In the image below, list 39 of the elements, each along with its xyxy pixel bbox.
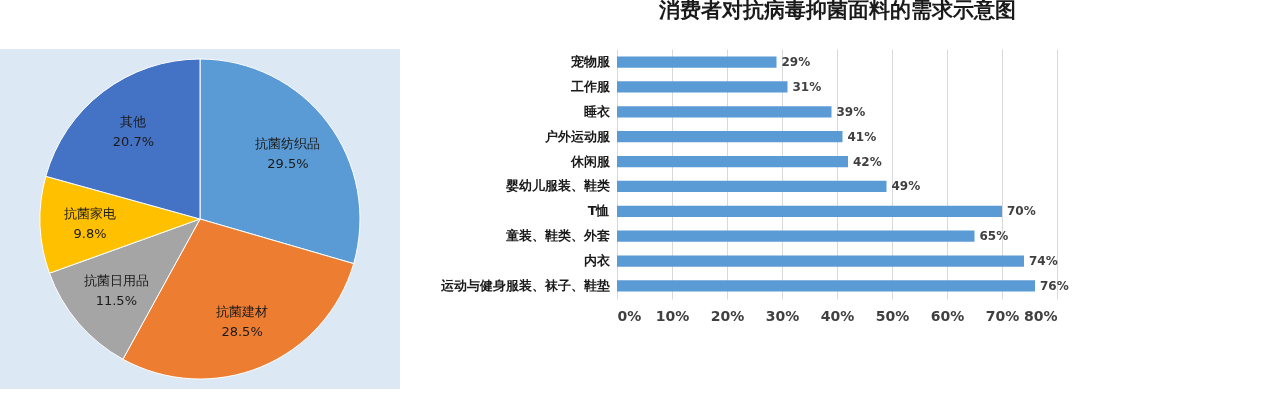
y-tick-label: 休闲服 xyxy=(569,153,611,169)
data-label: 29.5% xyxy=(267,155,309,171)
y-tick-label: T恤 xyxy=(587,203,610,219)
slice-label: 抗菌日用品 xyxy=(83,273,149,289)
slice-label: 抗菌建材 xyxy=(216,303,269,319)
data-label: 76% xyxy=(1040,278,1069,293)
data-label: 9.8% xyxy=(73,226,107,242)
y-tick-label: 工作服 xyxy=(569,78,611,94)
y-tick-label: 宠物服 xyxy=(569,54,611,70)
data-label: 41% xyxy=(847,129,877,144)
data-label: 49% xyxy=(891,179,921,194)
y-tick-label: 运动与健身服装、袜子、鞋垫 xyxy=(439,277,610,293)
x-tick-label: 0% xyxy=(617,307,642,324)
x-tick-label: 20% xyxy=(710,307,745,324)
slice-label: 抗菌家电 xyxy=(64,206,117,222)
data-label: 11.5% xyxy=(95,293,138,309)
data-label: 74% xyxy=(1029,254,1058,269)
x-tick-label: 50% xyxy=(875,307,910,324)
data-label: 20.7% xyxy=(112,134,155,150)
data-label: 70% xyxy=(1007,204,1036,219)
slice-label: 抗菌纺织品 xyxy=(255,135,321,151)
x-tick-label: 40% xyxy=(820,307,855,324)
x-tick-label: 60% xyxy=(930,307,965,324)
y-tick-label: 户外运动服 xyxy=(543,128,611,144)
data-label: 42% xyxy=(853,154,882,169)
x-tick-label: 30% xyxy=(765,307,800,324)
data-label: 29% xyxy=(781,55,811,70)
y-tick-label: 睡衣 xyxy=(583,103,611,119)
x-tick-label: 80% xyxy=(1023,307,1058,324)
y-tick-label: 内衣 xyxy=(583,253,611,269)
y-tick-label: 童装、鞋类、外套 xyxy=(504,228,610,244)
data-label: 39% xyxy=(836,104,866,119)
data-label: 65% xyxy=(979,229,1009,244)
x-tick-label: 10% xyxy=(655,307,690,324)
slice-label: 其他 xyxy=(120,114,147,130)
y-tick-label: 婴幼儿服装、鞋类 xyxy=(504,178,610,194)
x-tick-label: 70% xyxy=(985,307,1020,324)
data-label: 31% xyxy=(792,79,822,94)
data-label: 28.5% xyxy=(221,323,263,339)
